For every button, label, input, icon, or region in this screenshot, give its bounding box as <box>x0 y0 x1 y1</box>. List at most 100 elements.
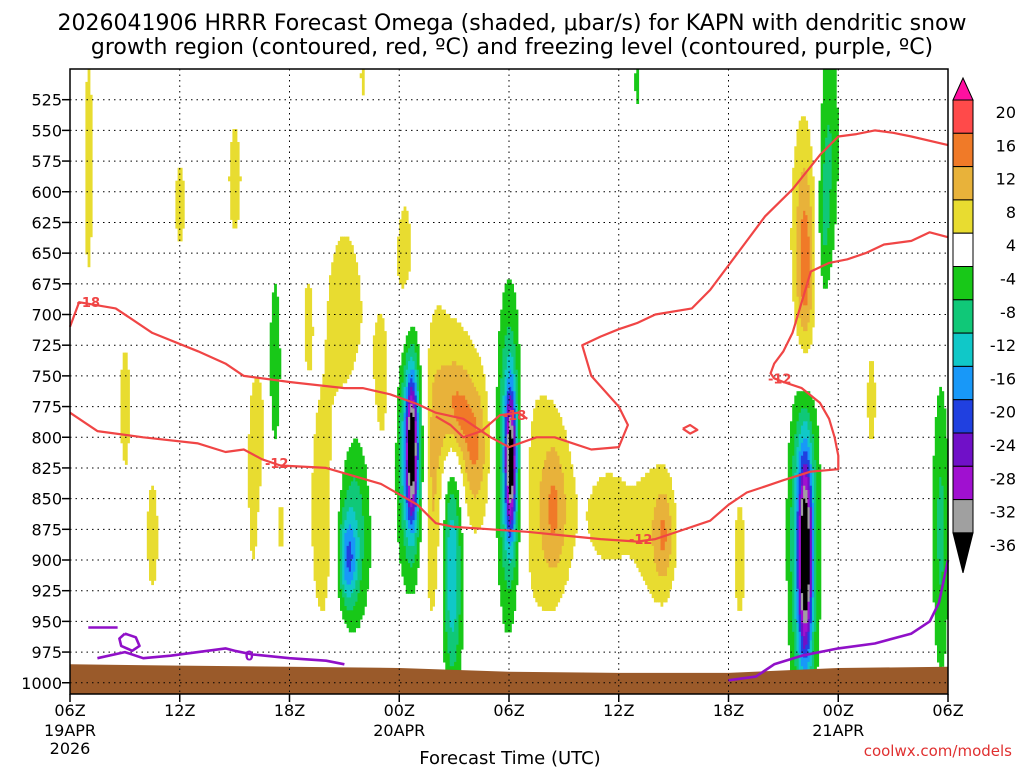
omega-cell <box>252 382 255 560</box>
omega-cell <box>653 468 657 508</box>
omega-cell <box>478 395 482 491</box>
omega-cell <box>399 502 402 564</box>
omega-cell <box>410 567 413 594</box>
omega-cell <box>660 550 664 577</box>
omega-cell <box>412 533 416 547</box>
omega-cell <box>511 498 514 508</box>
omega-cell <box>451 631 455 667</box>
omega-cell <box>340 236 343 388</box>
colorbar-label: -20 <box>990 403 1016 422</box>
omega-cell <box>515 447 519 474</box>
omega-cell <box>829 189 833 268</box>
omega-cell <box>807 129 811 186</box>
ground-terrain-band <box>70 664 948 694</box>
omega-cell <box>552 567 556 611</box>
omega-cell <box>541 550 545 611</box>
omega-cell <box>462 369 466 397</box>
omega-cell <box>513 524 517 543</box>
omega-cell <box>785 498 789 581</box>
omega-cell <box>462 434 466 461</box>
omega-cell <box>465 472 468 504</box>
omega-cell <box>511 438 514 487</box>
omega-cell <box>484 391 488 504</box>
omega-cell <box>471 494 475 530</box>
omega-cell <box>511 485 514 500</box>
omega-cell <box>473 464 477 500</box>
omega-cell <box>155 515 159 560</box>
omega-cell <box>458 365 462 397</box>
omega-cell <box>333 253 337 397</box>
omega-cell <box>800 442 804 457</box>
omega-cell <box>673 502 677 568</box>
omega-cell <box>803 210 806 306</box>
omega-cell <box>504 580 508 633</box>
omega-cell <box>513 292 517 345</box>
omega-cell <box>344 460 348 500</box>
colorbar-bottom-arrow <box>952 532 974 574</box>
omega-cell <box>357 485 361 538</box>
omega-cell <box>805 215 809 306</box>
omega-cell <box>939 477 942 586</box>
omega-cell <box>546 451 550 564</box>
omega-cell <box>539 395 543 482</box>
omega-cell <box>456 391 460 422</box>
omega-cell <box>456 490 460 517</box>
x-tick-year: 2026 <box>50 739 91 758</box>
omega-cell <box>506 356 510 379</box>
omega-cell <box>456 644 460 684</box>
omega-cell <box>800 391 804 409</box>
omega-cell <box>515 369 519 405</box>
colorbar-label: 4 <box>1006 236 1016 255</box>
y-tick-label: 875 <box>31 520 62 539</box>
omega-cell <box>307 283 310 371</box>
omega-cell <box>509 545 512 564</box>
omega-cell <box>351 245 354 371</box>
omega-cell <box>790 421 793 508</box>
omega-cell <box>550 399 554 448</box>
omega-cell <box>414 421 418 444</box>
omega-cell <box>342 472 345 508</box>
omega-cell <box>805 305 809 332</box>
omega-cell <box>511 399 514 414</box>
omega-cell <box>807 460 811 478</box>
omega-cell <box>368 515 372 568</box>
omega-cell <box>737 507 741 611</box>
omega-cell <box>443 438 446 461</box>
omega-cell <box>741 520 745 598</box>
freezing-level-contours: 0 <box>88 559 950 682</box>
omega-cell <box>232 129 236 229</box>
omega-cell <box>664 468 668 495</box>
omega-cell <box>504 524 508 551</box>
omega-cell <box>410 498 413 508</box>
omega-cell <box>620 481 624 555</box>
omega-cell <box>476 391 479 431</box>
omega-cell <box>563 524 567 586</box>
omega-cell <box>803 421 806 440</box>
omega-cell <box>401 210 405 289</box>
omega-cell <box>504 472 508 504</box>
omega-cell <box>803 464 806 474</box>
omega-cell <box>805 610 809 624</box>
omega-cell <box>408 361 411 375</box>
omega-cell <box>509 502 512 517</box>
omega-cell <box>366 485 370 590</box>
omega-cell <box>627 485 631 555</box>
omega-cell <box>807 631 811 650</box>
omega-cell <box>403 520 407 547</box>
omega-cell <box>394 442 398 495</box>
omega-cell <box>803 167 806 212</box>
omega-cell <box>416 442 420 461</box>
omega-cell <box>504 417 508 448</box>
x-tick-label: 00Z <box>384 701 415 720</box>
omega-cell <box>278 507 282 547</box>
omega-cell <box>410 485 413 500</box>
omega-cell <box>555 451 558 491</box>
omega-cell <box>559 464 563 556</box>
omega-cell <box>513 541 517 568</box>
omega-cell <box>800 296 804 328</box>
omega-cell <box>405 352 409 371</box>
omega-cell <box>361 515 365 560</box>
omega-cell <box>805 120 809 173</box>
y-axis-pressure: 525 550 575 600 625 650 675 700 725 750 775 800 825 8… <box>21 91 70 693</box>
omega-cell <box>449 494 453 521</box>
